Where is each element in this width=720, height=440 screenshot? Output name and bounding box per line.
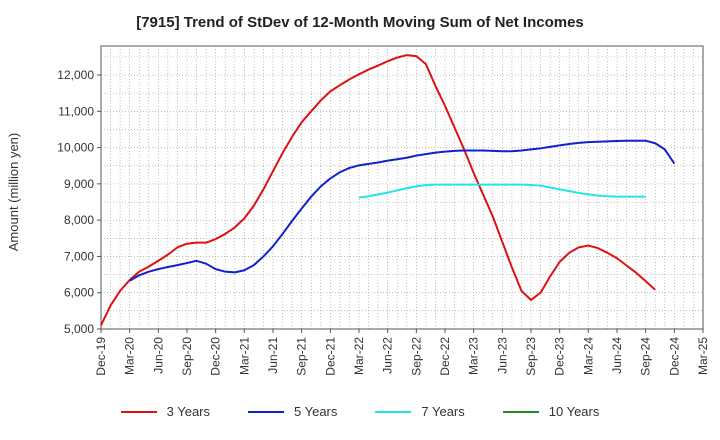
y-tick-label: 6,000 [64, 286, 94, 300]
y-tick-label: 8,000 [64, 213, 94, 227]
grid [100, 46, 704, 330]
series-line-5-years [129, 139, 676, 282]
x-tick-label: Sep-22 [409, 337, 423, 376]
x-tick-label: Jun-21 [266, 337, 280, 374]
legend-swatch-5-years [248, 410, 284, 413]
x-tick-label: Dec-19 [94, 337, 108, 376]
legend-swatch-3-years [120, 410, 157, 413]
x-tick-label: Mar-22 [352, 337, 366, 375]
y-tick-label: 11,000 [58, 104, 94, 118]
x-tick-label: Mar-23 [467, 337, 481, 375]
x-tick-label: Jun-22 [381, 337, 395, 374]
y-tick-label: 12,000 [57, 68, 94, 82]
legend-item-7-years: 7 Years [375, 404, 465, 419]
legend-swatch-10-years [502, 410, 539, 413]
legend-item-3-years: 3 Years [120, 404, 210, 419]
x-tick-label: Mar-21 [237, 337, 251, 375]
x-tick-label: Mar-20 [123, 337, 137, 375]
y-tick-label: 7,000 [64, 249, 94, 263]
y-tick-label: 5,000 [64, 322, 94, 336]
series-line-7-years [358, 183, 646, 199]
x-tick-label: Mar-25 [696, 337, 710, 375]
x-tick-label: Dec-22 [438, 337, 452, 376]
legend-swatch-7-years [375, 410, 412, 413]
x-tick-label: Dec-24 [667, 337, 681, 376]
series-line-3-years [100, 54, 656, 326]
x-tick-label: Sep-24 [639, 337, 653, 376]
legend-label-5-years: 5 Years [294, 404, 338, 419]
x-tick-label: Sep-20 [180, 337, 194, 376]
legend-item-10-years: 10 Years [502, 404, 600, 419]
x-tick-label: Mar-24 [581, 337, 595, 375]
plot-frame [100, 45, 704, 330]
y-axis-title: Amount (million yen) [6, 133, 21, 252]
y-tick-label: 10,000 [57, 141, 94, 155]
x-tick-label: Sep-23 [524, 337, 538, 376]
legend-label-3-years: 3 Years [166, 404, 210, 419]
y-axis: 5,000 6,000 7,000 8,000 9,000 10,000 11,000 12,… [57, 68, 101, 336]
x-tick-label: Dec-20 [209, 337, 223, 376]
x-tick-label: Dec-21 [323, 337, 337, 376]
series-lines [100, 54, 676, 326]
x-tick-label: Jun-23 [495, 337, 509, 374]
chart-title: [7915] Trend of StDev of 12-Month Moving… [136, 14, 584, 31]
x-tick-label: Jun-24 [610, 337, 624, 374]
legend-label-10-years: 10 Years [548, 404, 600, 419]
legend-label-7-years: 7 Years [421, 404, 465, 419]
x-tick-label: Jun-20 [151, 337, 165, 374]
x-tick-label: Dec-23 [553, 337, 567, 376]
x-axis: Dec-19 Mar-20 Jun-20 Sep-20 Dec-20 Mar-21 Jun-… [94, 329, 710, 376]
legend: 3 Years 5 Years 7 Years 10 Years [0, 404, 720, 419]
y-tick-label: 9,000 [64, 177, 94, 191]
x-tick-label: Sep-21 [295, 337, 309, 376]
legend-item-5-years: 5 Years [248, 404, 337, 419]
